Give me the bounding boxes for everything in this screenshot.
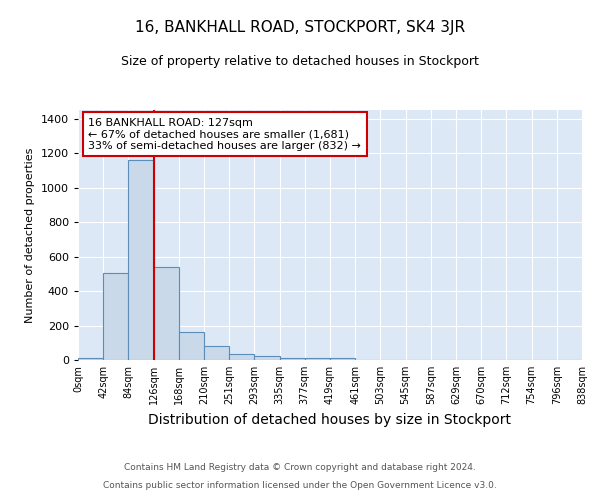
Text: Size of property relative to detached houses in Stockport: Size of property relative to detached ho… [121,55,479,68]
Bar [128,160,154,360]
Bar [280,358,305,360]
Bar [229,354,254,360]
Text: Contains public sector information licensed under the Open Government Licence v3: Contains public sector information licen… [103,481,497,490]
Bar [204,346,229,360]
X-axis label: Distribution of detached houses by size in Stockport: Distribution of detached houses by size … [149,412,511,426]
Text: 16 BANKHALL ROAD: 127sqm
← 67% of detached houses are smaller (1,681)
33% of sem: 16 BANKHALL ROAD: 127sqm ← 67% of detach… [88,118,361,150]
Text: 16, BANKHALL ROAD, STOCKPORT, SK4 3JR: 16, BANKHALL ROAD, STOCKPORT, SK4 3JR [135,20,465,35]
Bar [179,332,204,360]
Bar [330,358,355,360]
Bar [103,273,128,360]
Bar [78,358,103,360]
Bar [154,267,179,360]
Text: Contains HM Land Registry data © Crown copyright and database right 2024.: Contains HM Land Registry data © Crown c… [124,464,476,472]
Y-axis label: Number of detached properties: Number of detached properties [25,148,35,322]
Bar [254,356,280,360]
Bar [305,358,330,360]
